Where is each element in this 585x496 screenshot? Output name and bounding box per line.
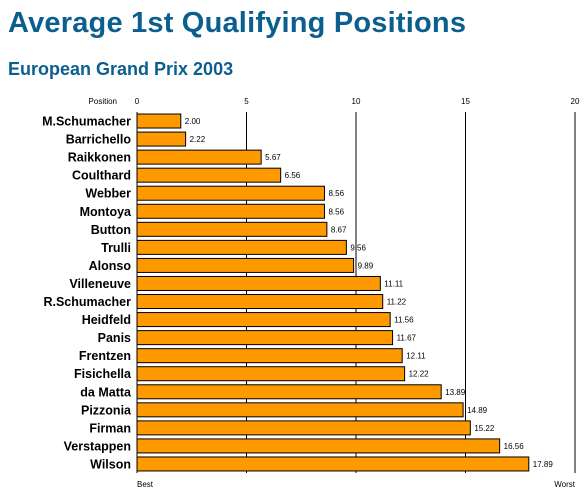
bar <box>136 167 282 183</box>
bar <box>136 113 182 129</box>
data-label: 8.67 <box>331 225 347 234</box>
category-label: Firman <box>89 421 131 435</box>
data-label: 2.00 <box>185 117 201 126</box>
category-label: Trulli <box>101 241 131 255</box>
category-label: Coulthard <box>72 169 131 183</box>
x-axis-title: Position <box>89 97 117 106</box>
bar <box>136 257 355 273</box>
bar <box>136 402 464 418</box>
data-label: 15.22 <box>474 424 495 433</box>
bar <box>136 221 328 237</box>
category-label: Pizzonia <box>81 403 132 417</box>
bar <box>136 384 442 400</box>
category-label: Panis <box>98 331 131 345</box>
data-label: 6.56 <box>285 171 301 180</box>
bar <box>136 294 384 310</box>
bar <box>136 438 501 454</box>
bars <box>136 113 530 472</box>
bar <box>136 456 530 472</box>
data-label: 9.89 <box>358 261 374 270</box>
bar <box>136 239 347 255</box>
bar <box>136 420 471 436</box>
category-label: Raikkonen <box>68 151 131 165</box>
grid-lines <box>136 112 576 473</box>
category-label: Barrichello <box>66 133 132 147</box>
category-label: Verstappen <box>64 439 131 453</box>
data-label: 11.22 <box>387 298 407 307</box>
category-label: R.Schumacher <box>43 295 131 309</box>
x-tick-label: 10 <box>352 97 361 106</box>
data-label: 11.56 <box>394 316 414 325</box>
x-tick-label: 20 <box>571 97 580 106</box>
bar <box>136 185 325 201</box>
bar <box>136 312 391 328</box>
x-tick-label: 15 <box>461 97 470 106</box>
data-label: 11.11 <box>384 279 403 288</box>
page-title: Average 1st Qualifying Positions <box>8 7 467 39</box>
data-label: 9.56 <box>350 243 366 252</box>
data-label: 12.22 <box>409 370 430 379</box>
bar <box>136 203 325 219</box>
category-label: Webber <box>85 187 131 201</box>
category-label: Wilson <box>90 457 131 471</box>
x-axis-end-label: Worst <box>554 480 576 489</box>
bar <box>136 330 394 346</box>
bar <box>136 348 403 364</box>
bar <box>136 131 187 147</box>
bar <box>136 275 381 291</box>
x-tick-label: 0 <box>135 97 140 106</box>
data-label: 14.89 <box>467 406 488 415</box>
bar <box>136 149 262 165</box>
category-label: Fisichella <box>74 367 132 381</box>
category-label: Heidfeld <box>82 313 131 327</box>
category-label: Montoya <box>80 205 132 219</box>
category-label: da Matta <box>80 385 132 399</box>
category-label: Frentzen <box>79 349 131 363</box>
bar <box>136 366 406 382</box>
labels: 0 5 10 15 20 M.Schumacher 2.00 Barrichello 2.22 R… <box>42 97 580 471</box>
data-label: 12.11 <box>406 352 426 361</box>
data-label: 16.56 <box>504 442 525 451</box>
category-label: Villeneuve <box>69 277 131 291</box>
data-label: 8.56 <box>328 189 344 198</box>
data-label: 2.22 <box>190 135 206 144</box>
data-label: 5.67 <box>265 153 281 162</box>
data-label: 17.89 <box>533 460 554 469</box>
data-label: 11.67 <box>397 334 417 343</box>
x-tick-label: 5 <box>244 97 249 106</box>
category-label: M.Schumacher <box>42 115 131 129</box>
category-label: Alonso <box>89 259 132 273</box>
data-label: 13.89 <box>445 388 466 397</box>
x-axis-start-label: Best <box>137 480 154 489</box>
category-label: Button <box>91 223 131 237</box>
data-label: 8.56 <box>328 207 344 216</box>
page-subtitle: European Grand Prix 2003 <box>8 59 234 79</box>
